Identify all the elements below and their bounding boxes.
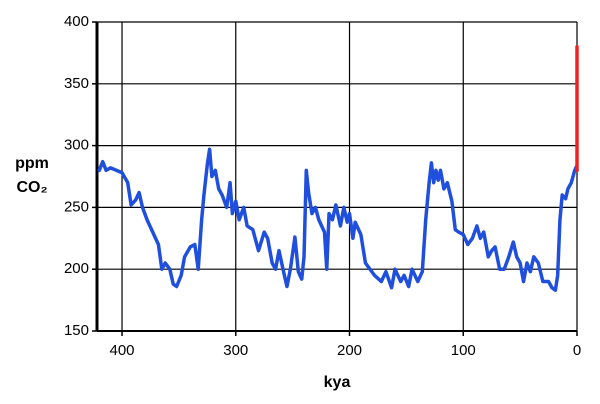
y-tick-label: 300: [64, 137, 89, 154]
x-tick-label: 100: [451, 342, 476, 359]
y-tick-label: 400: [64, 13, 89, 30]
y-tick-label: 350: [64, 75, 89, 92]
y-axis-label: CO₂: [16, 179, 47, 196]
data-line: [97, 147, 579, 292]
y-tick-label: 200: [64, 260, 89, 277]
x-axis-label: kya: [324, 374, 351, 391]
y-tick-label: 250: [64, 198, 89, 215]
x-tick-label: 200: [337, 342, 362, 359]
y-tick-label: 150: [64, 322, 89, 339]
x-tick-label: 400: [110, 342, 135, 359]
x-tick-label: 300: [223, 342, 248, 359]
x-tick-label: 0: [573, 342, 581, 359]
y-axis-label: ppm: [15, 155, 49, 172]
